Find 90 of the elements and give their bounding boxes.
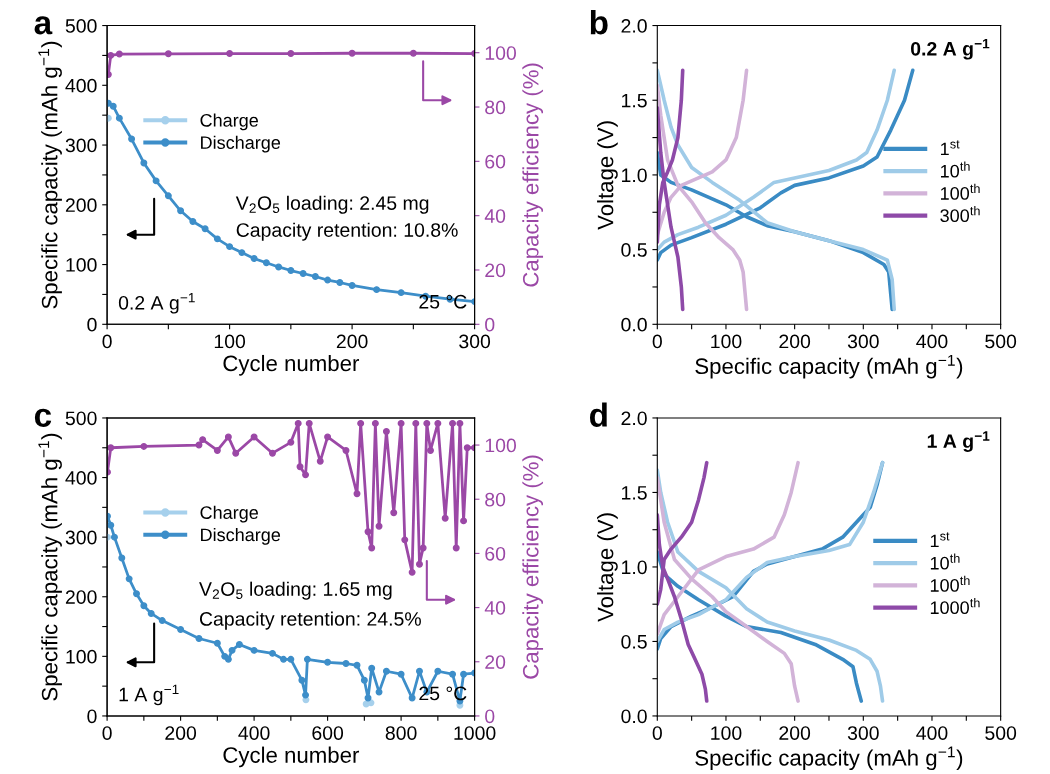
y-tick-label: 200 — [65, 590, 97, 604]
legend-label: Discharge — [201, 135, 281, 153]
x-tick-label: 200 — [779, 726, 811, 740]
y2-tick-label: 100 — [485, 438, 516, 453]
legend-label: 10$^{th}$ — [930, 553, 960, 570]
x-tick-label: 800 — [385, 726, 417, 740]
x-tick-label: 400 — [916, 726, 948, 740]
y-tick-label: 0 — [87, 317, 97, 332]
chart-title: b — [590, 10, 608, 35]
y2-tick-label: 100 — [485, 46, 516, 60]
legend-label: Discharge — [201, 527, 281, 545]
y-tick-label: 500 — [65, 411, 97, 426]
y-tick-label: 100 — [66, 258, 97, 272]
y-tick-label: 1.5 — [622, 486, 647, 500]
legend-label: 1000$^{th}$ — [930, 598, 980, 615]
y2-tick-label: 60 — [485, 546, 506, 561]
annotation: 0.2 A g$^{−1}$ — [118, 292, 195, 314]
y2-tick-label: 20 — [485, 655, 506, 670]
y-tick-label: 200 — [65, 198, 97, 213]
y-tick-label: 1.0 — [622, 560, 647, 575]
x-tick-label: 300 — [847, 334, 879, 349]
y-tick-label: 2.0 — [621, 19, 647, 33]
legend-label: 300$^{th}$ — [940, 206, 980, 223]
x-axis-title: Specific capacity (mAh g$^{−1}$) — [695, 746, 963, 771]
y-axis-title: Specific capacity (mAh g$^{−1}$) — [38, 41, 62, 309]
y2-tick-label: 40 — [484, 209, 506, 223]
y2-tick-label: 0 — [485, 709, 495, 724]
x-axis-title: Specific capacity (mAh g$^{−1}$) — [695, 354, 963, 379]
y-axis-title: Voltage (V) — [597, 121, 618, 230]
x-tick-label: 0 — [102, 726, 112, 740]
x-tick-label: 0 — [102, 334, 112, 349]
x-tick-label: 200 — [165, 726, 197, 740]
x-tick-label: 100 — [214, 334, 246, 349]
chart-title: c — [34, 408, 52, 427]
y-tick-label: 500 — [65, 19, 97, 33]
x-tick-label: 1000 — [454, 726, 496, 740]
annotation: 1 A g$^{−1}$ — [927, 431, 990, 452]
y-tick-label: 300 — [65, 138, 97, 153]
x-tick-label: 300 — [459, 334, 491, 349]
y2-tick-label: 20 — [485, 263, 506, 278]
y-tick-label: 400 — [65, 78, 97, 93]
x-tick-label: 500 — [985, 334, 1017, 349]
legend-label: Charge — [200, 113, 258, 131]
x-tick-label: 200 — [336, 334, 368, 349]
y-tick-label: 0 — [87, 709, 97, 724]
annotation: Capacity retention: 24.5% — [199, 611, 421, 630]
y-tick-label: 0.5 — [621, 243, 647, 257]
y-axis-title: Specific capacity (mAh g$^{−1}$) — [38, 433, 62, 701]
x-tick-label: 400 — [238, 726, 270, 740]
x-tick-label: 100 — [711, 726, 742, 740]
y-tick-label: 100 — [66, 649, 97, 664]
annotation: Capacity retention: 10.8% — [236, 222, 458, 241]
legend-label: 100$^{th}$ — [930, 575, 970, 592]
y2-axis-title: Capacity efficiency (%) — [522, 63, 544, 287]
x-tick-label: 200 — [779, 334, 811, 349]
legend-label: Charge — [200, 505, 258, 523]
y-tick-label: 1.5 — [622, 93, 647, 108]
y-axis-title: Voltage (V) — [597, 513, 618, 622]
annotation: V$_{2}$O$_{5}$ loading: 1.65 mg — [199, 581, 392, 600]
x-tick-label: 0 — [652, 334, 662, 349]
x-tick-label: 0 — [652, 726, 662, 740]
y-tick-label: 300 — [65, 530, 97, 545]
y2-tick-label: 60 — [485, 154, 506, 169]
y-tick-label: 1.0 — [622, 168, 647, 183]
y-tick-label: 0.0 — [621, 317, 647, 332]
y-tick-label: 400 — [65, 471, 97, 485]
legend-label: 1$^{st}$ — [941, 140, 960, 156]
y2-tick-label: 80 — [485, 100, 506, 115]
legend-label: 100$^{th}$ — [941, 183, 980, 200]
annotation: 1 A g$^{−1}$ — [119, 684, 179, 706]
x-axis-title: Cycle number — [223, 354, 360, 376]
annotation: V$_{2}$O$_{5}$ loading: 2.45 mg — [235, 195, 429, 214]
y2-axis-title: Capacity efficiency (%) — [522, 455, 544, 679]
y-tick-label: 0.5 — [621, 634, 647, 649]
chart-title: a — [34, 16, 53, 35]
y2-tick-label: 0 — [485, 317, 495, 332]
chart-title: d — [590, 402, 607, 427]
x-tick-label: 400 — [916, 334, 948, 349]
y-tick-label: 2.0 — [621, 411, 647, 426]
legend-label: 10$^{th}$ — [941, 161, 970, 178]
y2-tick-label: 80 — [485, 492, 506, 507]
x-tick-label: 100 — [711, 334, 742, 349]
x-axis-title: Cycle number — [223, 746, 360, 768]
legend-label: 1$^{st}$ — [930, 532, 950, 548]
x-tick-label: 500 — [985, 726, 1017, 740]
y-tick-label: 0.0 — [621, 709, 647, 724]
x-tick-label: 300 — [847, 726, 879, 740]
annotation: 0.2 A g$^{−1}$ — [911, 38, 990, 60]
y2-tick-label: 40 — [484, 601, 506, 615]
x-tick-label: 600 — [312, 726, 344, 740]
